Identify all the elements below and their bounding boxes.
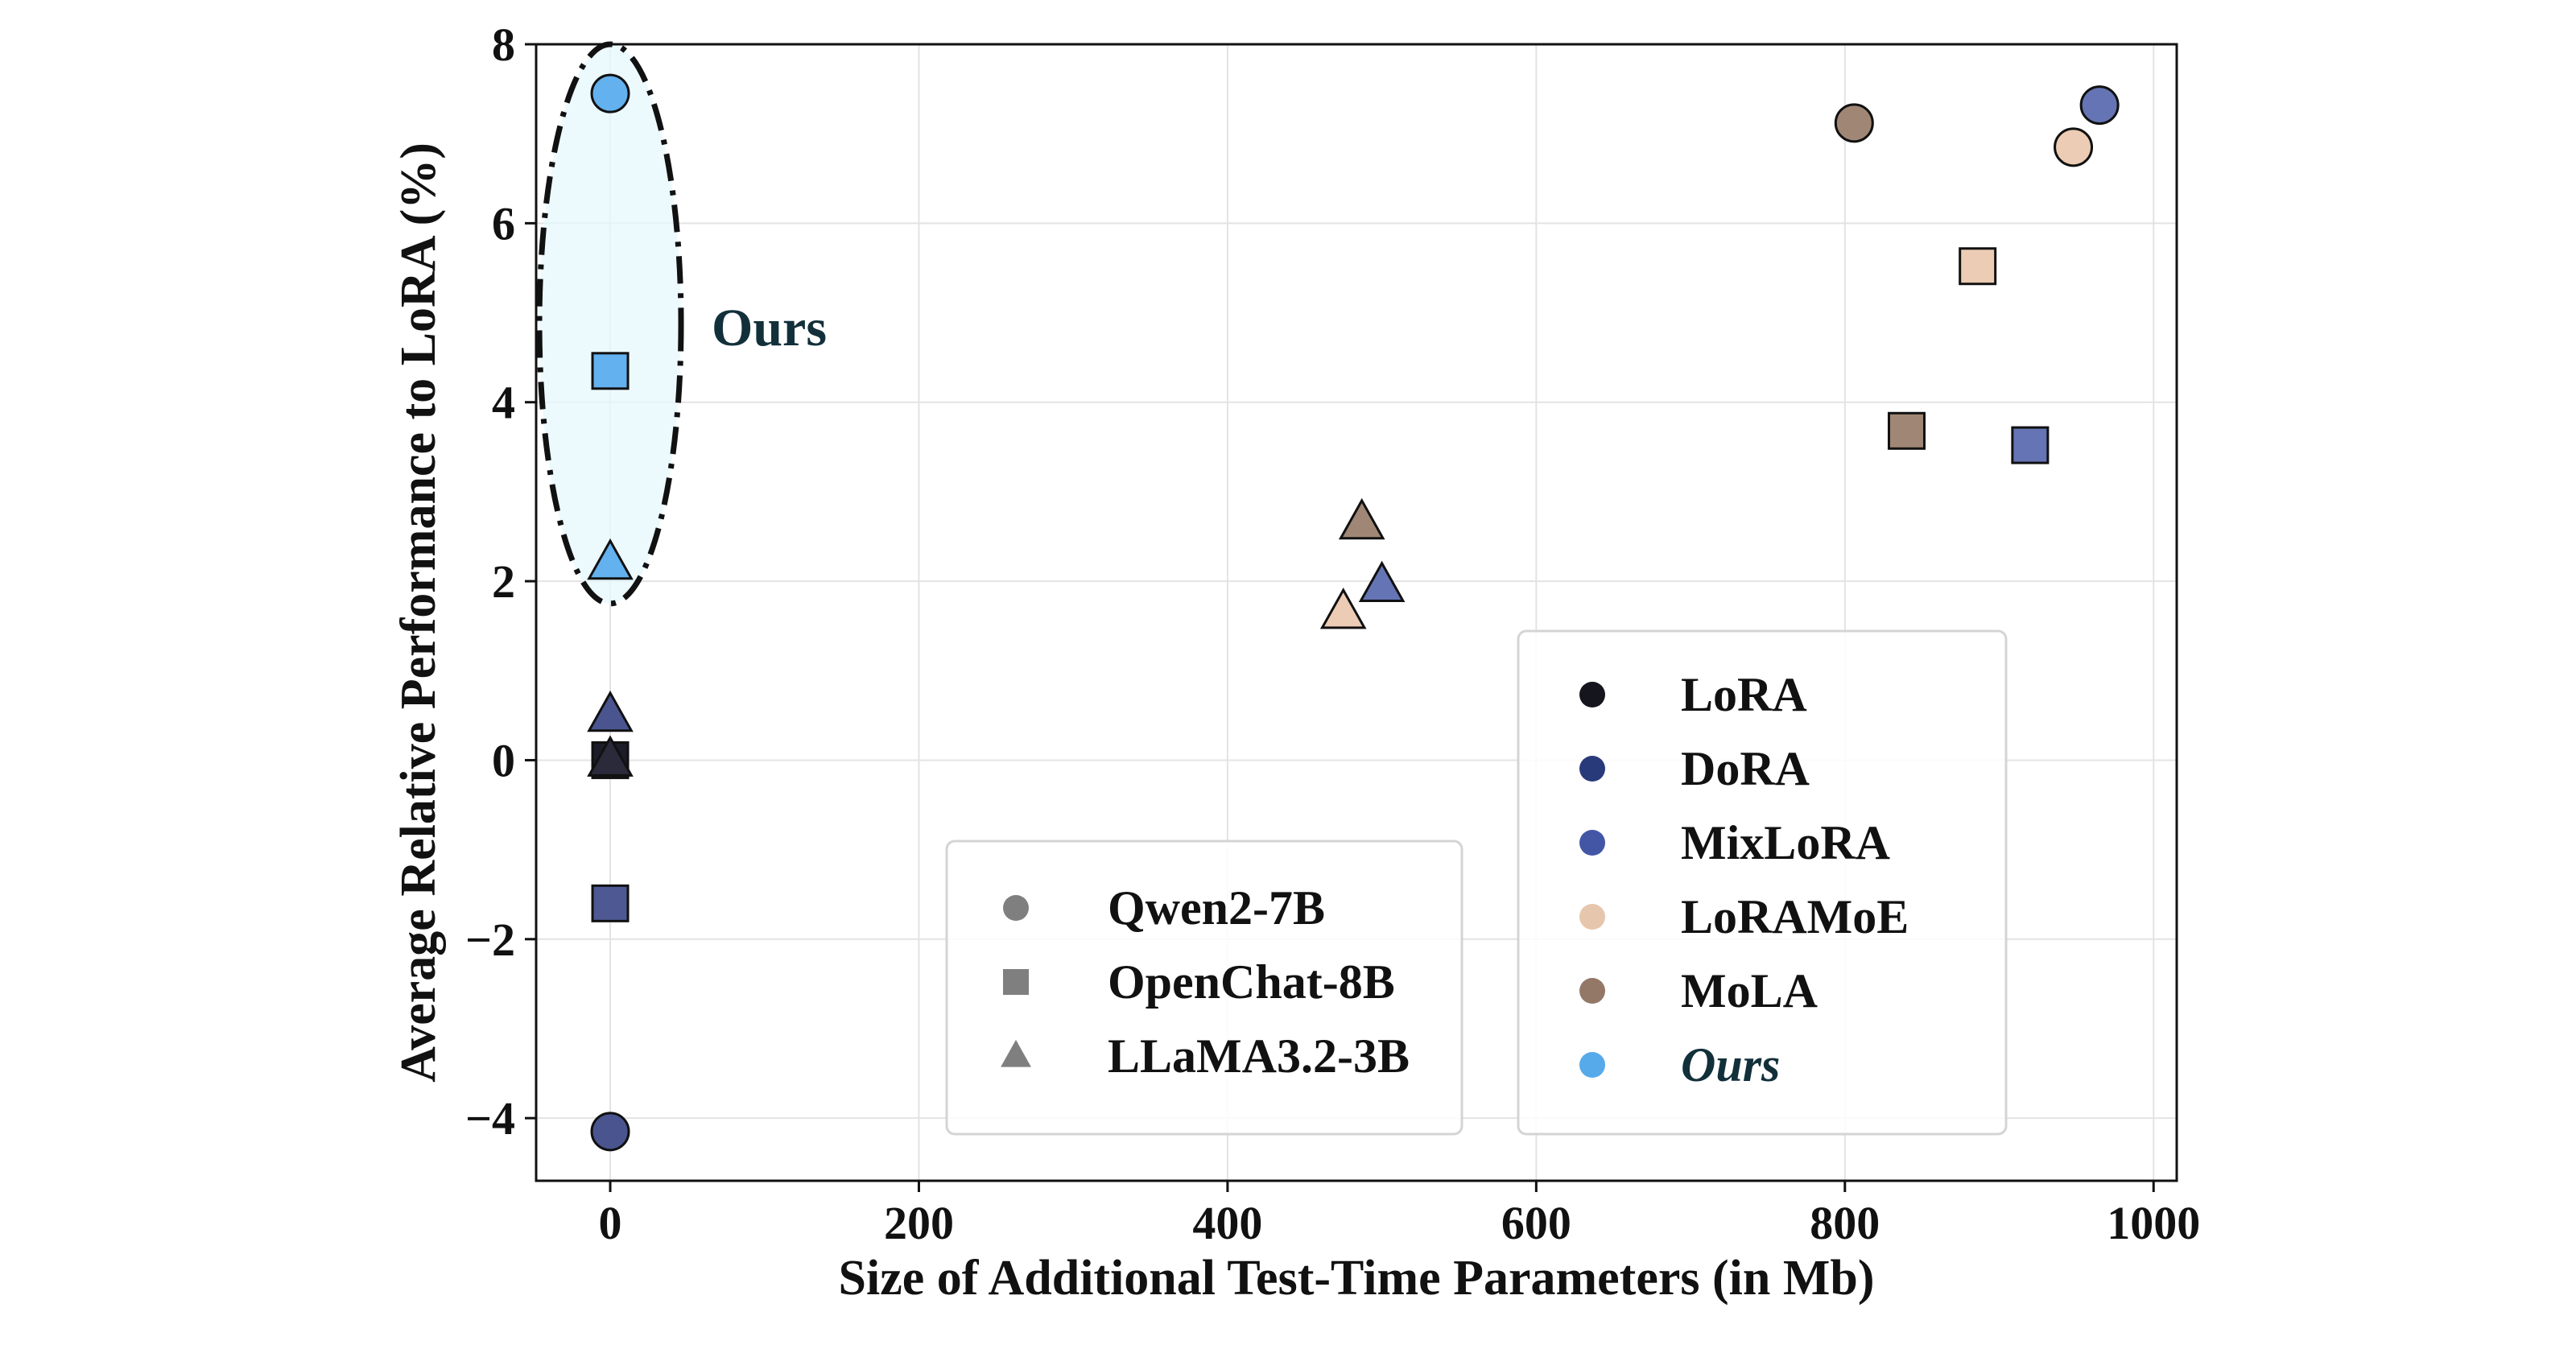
- point-lora-llama3-2-3b: [587, 735, 634, 777]
- legend-label-llama3-2-3b: LLaMA3.2-3B: [1108, 1029, 1410, 1083]
- legend-label-lora: LoRA: [1681, 668, 1807, 721]
- x-tick-label: 800: [1810, 1197, 1880, 1249]
- x-tick-label: 1000: [2107, 1197, 2200, 1249]
- ours-highlight: Ours: [536, 41, 827, 607]
- point-ours-llama3-2-3b: [587, 538, 634, 580]
- plot-area-frame: [535, 43, 2178, 1182]
- y-tick-label: 6: [492, 197, 515, 250]
- point-mola-qwen2-7b: [1834, 103, 1874, 143]
- point-mola-openchat-8b: [1887, 411, 1926, 450]
- point-mixlora-openchat-8b: [2011, 426, 2050, 464]
- legend-marker-qwen2-7b: [1003, 895, 1029, 921]
- legend-models-box: [945, 840, 1463, 1136]
- legend-marker-openchat-8b: [1003, 969, 1029, 995]
- legend-label-dora: DoRA: [1681, 742, 1810, 795]
- legend-label-openchat-8b: OpenChat-8B: [1108, 955, 1395, 1009]
- point-dora-qwen2-7b: [590, 1112, 630, 1152]
- point-loramoe-llama3-2-3b: [1319, 588, 1367, 629]
- point-dora-llama3-2-3b: [587, 690, 634, 732]
- y-tick-label: 0: [492, 734, 515, 786]
- legend-marker-ours: [1579, 1052, 1605, 1078]
- legend-models: Qwen2-7B OpenChat-8B LLaMA3.2-3B: [945, 840, 1463, 1136]
- legend-marker-lora: [1579, 682, 1605, 708]
- ours-annotation-label: Ours: [712, 299, 827, 357]
- point-mixlora-llama3-2-3b: [1358, 560, 1406, 603]
- legend-marker-llama3-2-3b: [1001, 1039, 1031, 1067]
- legend-label-loramoe: LoRAMoE: [1681, 890, 1909, 943]
- legend-marker-mixlora: [1579, 830, 1605, 856]
- point-loramoe-openchat-8b: [1959, 247, 1997, 286]
- y-tick-label: −2: [465, 914, 515, 966]
- point-ours-qwen2-7b: [590, 73, 630, 113]
- legend-marker-dora: [1579, 756, 1605, 782]
- point-mixlora-qwen2-7b: [2079, 85, 2120, 126]
- legend-label-mola: MoLA: [1681, 964, 1818, 1017]
- legend-label-ours: Ours: [1681, 1038, 1780, 1091]
- legend-marker-mola: [1579, 978, 1605, 1004]
- y-tick-label: 8: [492, 19, 515, 71]
- point-mola-llama3-2-3b: [1338, 497, 1385, 540]
- legend-marker-loramoe: [1579, 904, 1605, 930]
- x-axis-label: Size of Additional Test-Time Parameters …: [839, 1251, 1875, 1306]
- legend-methods: LoRA DoRA MixLoRA LoRAMoE MoLA Ours: [1517, 629, 2008, 1136]
- data-points: [587, 73, 2120, 1152]
- x-axis-ticks: 0 200 400 600 800 1000: [599, 1181, 2200, 1249]
- y-axis-ticks: 8 6 4 2 0 −2 −4: [465, 19, 536, 1145]
- x-tick-label: 200: [884, 1197, 954, 1249]
- y-tick-label: 2: [492, 555, 515, 608]
- legend-label-qwen2-7b: Qwen2-7B: [1108, 881, 1325, 934]
- y-axis-label: Average Relative Performance to LoRA (%): [391, 142, 446, 1083]
- y-tick-label: 4: [492, 377, 515, 429]
- x-tick-label: 600: [1501, 1197, 1571, 1249]
- point-loramoe-qwen2-7b: [2054, 127, 2094, 167]
- x-tick-label: 0: [599, 1197, 622, 1249]
- point-ours-openchat-8b: [591, 352, 630, 390]
- x-tick-label: 400: [1192, 1197, 1262, 1249]
- legend-methods-box: [1517, 629, 2008, 1136]
- ours-ellipse: [536, 41, 684, 607]
- legend-label-mixlora: MixLoRA: [1681, 816, 1890, 869]
- y-tick-label: −4: [465, 1092, 515, 1145]
- point-dora-openchat-8b: [591, 884, 630, 922]
